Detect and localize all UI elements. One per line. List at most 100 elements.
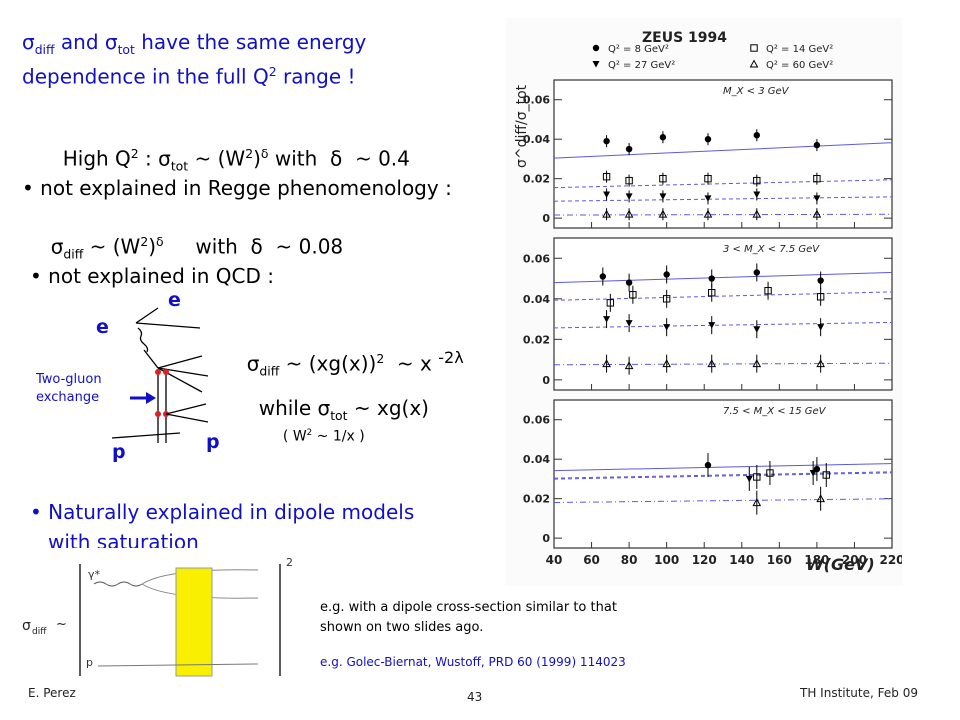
high-q-formula: High Q2 : σtot ~ (W2)δ with δ ~ 0.4 [62, 146, 410, 174]
electron-out-label: e [168, 289, 181, 311]
model-curve [553, 196, 893, 202]
heading-line-1: σdiff and σtot have the same energy [22, 30, 367, 57]
data-point [624, 361, 634, 370]
data-point [813, 195, 821, 202]
data-point [813, 141, 821, 149]
data-point [625, 145, 633, 153]
legend-marker [592, 44, 600, 52]
y-tick-label: 0.04 [523, 293, 550, 306]
y-tick-label: 0.02 [523, 493, 550, 506]
data-point [704, 195, 712, 202]
dipole-diagram: σ diff ~ 2 γ* p [18, 548, 308, 688]
data-point [603, 316, 611, 323]
data-point [603, 191, 611, 198]
w2-note: ( W2 ~ 1/x ) [282, 428, 365, 445]
data-point [602, 209, 611, 218]
data-point [606, 299, 615, 307]
legend-marker [750, 44, 758, 52]
x-tick-label: 80 [621, 553, 638, 567]
legend-marker [749, 59, 759, 68]
chart-title: ZEUS 1994 [642, 30, 727, 46]
regge-formula: σdiff ~ (W2)δ with δ ~ 0.08 [50, 234, 344, 262]
gluon-label-2: exchange [36, 390, 100, 405]
data-point [708, 275, 715, 282]
svg-text:p: p [86, 656, 93, 669]
y-tick-label: 0.02 [523, 333, 550, 346]
qcd-sigma-tot-formula: while σtot ~ xg(x) [258, 396, 429, 423]
model-curve [553, 471, 893, 479]
x-tick-label: 100 [654, 553, 679, 567]
data-point [599, 273, 607, 280]
x-tick-label: 180 [804, 553, 829, 567]
gluon-label-1: Two-gluon [36, 372, 102, 387]
note-dipole-line-1: e.g. with a dipole cross-section similar… [320, 600, 617, 615]
data-point [629, 291, 637, 299]
model-curve [553, 213, 893, 216]
chart-legend: Q² = 8 GeV² Q² = 14 GeV² Q² = 27 GeV² Q² = … [592, 44, 833, 71]
data-point [766, 469, 774, 477]
data-point [752, 359, 762, 368]
slide-number: 43 [467, 690, 483, 704]
data-point [625, 279, 633, 286]
panel-label: 3 < M_X < 7.5 GeV [723, 244, 820, 255]
note-dipole-line-2: shown on two slides ago. [320, 620, 484, 635]
y-tick-label: 0.06 [523, 94, 550, 107]
data-point [662, 295, 671, 303]
data-point [663, 271, 670, 278]
y-tick-label: 0.06 [523, 252, 550, 265]
data-point [753, 269, 760, 276]
data-point [752, 498, 762, 507]
chart-ylabel: σ^diff/σ_tot [514, 84, 530, 168]
data-point [658, 209, 668, 218]
regge-bullet: • not explained in Regge phenomenology : [22, 176, 452, 200]
legend-entry: Q² = 60 GeV² [766, 60, 833, 71]
data-point [659, 134, 667, 141]
model-curve [553, 472, 893, 480]
footer-author: E. Perez [28, 686, 76, 700]
qcd-bullet: • not explained in QCD : [30, 264, 274, 288]
x-tick-label: 40 [546, 553, 563, 567]
data-point [816, 494, 825, 503]
data-point [662, 359, 672, 368]
y-tick-label: 0.04 [523, 453, 550, 466]
data-point [817, 324, 825, 331]
model-curve [553, 362, 893, 366]
qcd-sigma-diff-formula: σdiff ~ (xg(x))2 ~ x -2λ [246, 348, 464, 379]
legend-entry: Q² = 14 GeV² [766, 44, 833, 55]
x-tick-label: 220 [879, 553, 902, 567]
data-point [753, 473, 761, 481]
data-point [703, 209, 713, 218]
y-tick-label: 0 [542, 212, 550, 225]
data-point [625, 320, 633, 327]
model-curve [553, 271, 893, 284]
data-point [603, 137, 610, 145]
data-point [659, 174, 667, 183]
legend-marker [592, 61, 600, 68]
data-point [624, 209, 634, 218]
x-tick-label: 200 [842, 553, 867, 567]
y-tick-label: 0.04 [523, 133, 550, 146]
dipole-bullet-line-1: • Naturally explained in dipole models [30, 500, 415, 524]
model-curve [553, 498, 893, 504]
x-tick-label: 140 [729, 553, 754, 567]
data-point [813, 174, 821, 183]
data-point [816, 359, 825, 368]
model-curve [553, 179, 893, 189]
y-tick-label: 0 [542, 374, 550, 387]
footer-event: TH Institute, Feb 09 [800, 686, 918, 700]
model-curve [553, 321, 893, 329]
panel-label: M_X < 3 GeV [723, 86, 790, 97]
panel-label: 7.5 < M_X < 15 GeV [723, 406, 827, 417]
data-point [745, 475, 753, 483]
y-tick-label: 0.02 [523, 173, 550, 186]
model-curve [553, 142, 893, 159]
legend-entry: Q² = 8 GeV² [608, 44, 669, 55]
svg-text:~: ~ [56, 617, 67, 632]
data-point [708, 289, 716, 297]
data-point [812, 209, 822, 218]
electron-in-label: e [96, 316, 109, 338]
y-tick-label: 0 [542, 532, 550, 545]
data-point [625, 193, 633, 200]
data-point [753, 326, 761, 333]
panel-frame [553, 237, 893, 391]
